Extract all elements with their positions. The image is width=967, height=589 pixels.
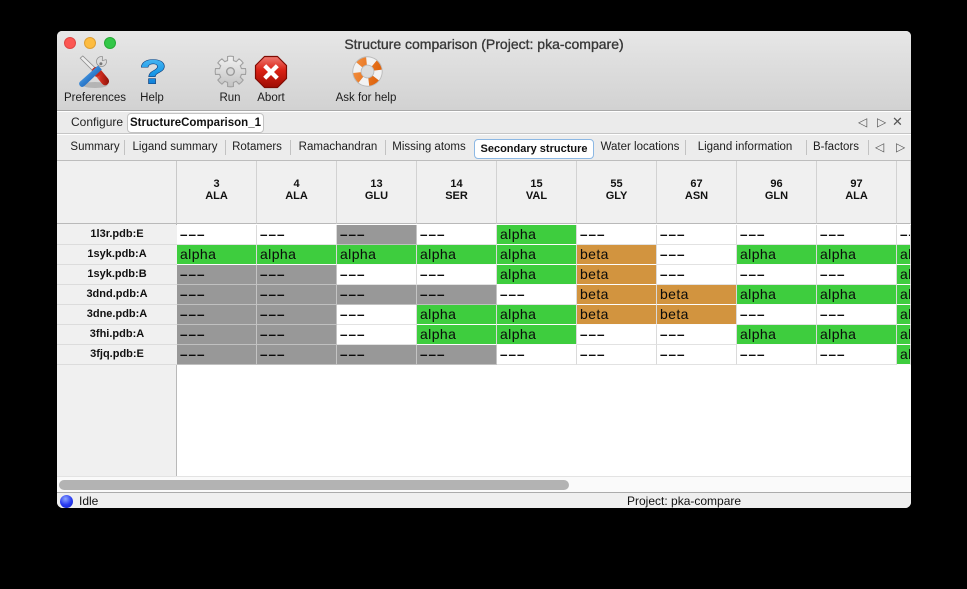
svg-text:?: ? <box>141 55 165 91</box>
